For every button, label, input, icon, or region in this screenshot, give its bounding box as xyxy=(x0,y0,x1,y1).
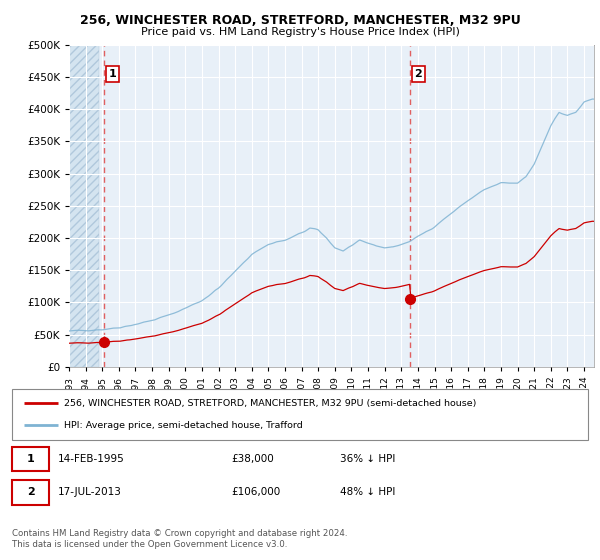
Text: 36% ↓ HPI: 36% ↓ HPI xyxy=(340,454,395,464)
Text: £38,000: £38,000 xyxy=(231,454,274,464)
Text: £106,000: £106,000 xyxy=(231,487,280,497)
Text: 2: 2 xyxy=(415,69,422,79)
Text: Contains HM Land Registry data © Crown copyright and database right 2024.
This d: Contains HM Land Registry data © Crown c… xyxy=(12,529,347,549)
Text: HPI: Average price, semi-detached house, Trafford: HPI: Average price, semi-detached house,… xyxy=(64,421,302,430)
Text: 17-JUL-2013: 17-JUL-2013 xyxy=(58,487,122,497)
FancyBboxPatch shape xyxy=(12,389,588,440)
Text: 1: 1 xyxy=(109,69,116,79)
Text: 14-FEB-1995: 14-FEB-1995 xyxy=(58,454,125,464)
Text: 256, WINCHESTER ROAD, STRETFORD, MANCHESTER, M32 9PU (semi-detached house): 256, WINCHESTER ROAD, STRETFORD, MANCHES… xyxy=(64,399,476,408)
Text: 2: 2 xyxy=(27,487,35,497)
Text: Price paid vs. HM Land Registry's House Price Index (HPI): Price paid vs. HM Land Registry's House … xyxy=(140,27,460,37)
Text: 1: 1 xyxy=(27,454,35,464)
Text: 256, WINCHESTER ROAD, STRETFORD, MANCHESTER, M32 9PU: 256, WINCHESTER ROAD, STRETFORD, MANCHES… xyxy=(80,14,520,27)
Text: 48% ↓ HPI: 48% ↓ HPI xyxy=(340,487,395,497)
Bar xyxy=(69,45,99,367)
